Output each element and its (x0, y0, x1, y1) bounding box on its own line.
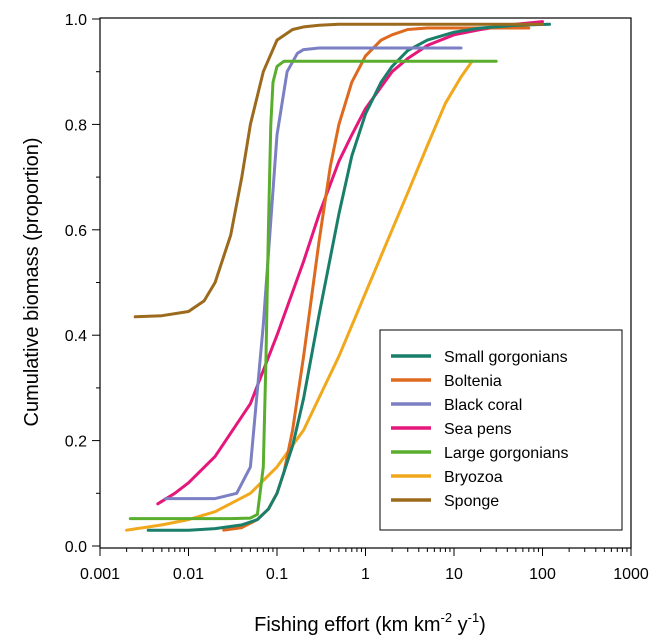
x-axis-title-main: Fishing effort (km km (254, 614, 440, 636)
series-line-sea-pens (156, 20, 544, 506)
legend-label: Sponge (444, 493, 499, 510)
y-tick-label: 0.4 (65, 328, 87, 345)
legend-label: Large gorgonians (444, 445, 569, 462)
x-tick-label: 0.1 (266, 566, 288, 583)
x-tick-label: 1 (361, 566, 370, 583)
y-tick-label: 1.0 (65, 12, 87, 29)
x-axis-title-sup2: -1 (468, 610, 480, 625)
legend: Small gorgonians Boltenia Black coral Sea p… (379, 329, 623, 531)
x-tick-label: 10 (445, 566, 463, 583)
y-axis-title: Cumulative biomass (proportion) (21, 137, 43, 426)
y-tick-label: 0.8 (65, 117, 87, 134)
x-tick-label: 1000 (613, 566, 649, 583)
series-line-sponge (133, 22, 544, 319)
axes-layer: 0.001 0.01 0.1 1 10 100 1000 0.0 0.2 0.4 0.6 0.8 1.0 (65, 12, 649, 583)
y-tick-label: 0.0 (65, 539, 87, 556)
legend-items: Small gorgonians Boltenia Black coral Sea p… (391, 349, 569, 510)
y-tick-label: 0.2 (65, 434, 87, 451)
legend-label: Small gorgonians (444, 349, 568, 366)
series-line-large-gorgonians (128, 59, 498, 521)
legend-label: Boltenia (444, 373, 502, 390)
legend-label: Black coral (444, 397, 522, 414)
series-line-bryozoa (125, 59, 474, 532)
legend-box (379, 329, 623, 531)
series-layer (125, 20, 551, 532)
y-tick-label: 0.6 (65, 223, 87, 240)
legend-label: Sea pens (444, 421, 512, 438)
x-axis-title: Fishing effort (km km-2 y-1) (254, 610, 486, 636)
x-axis-title-sup1: -2 (440, 610, 452, 625)
series-line-small-gorgonians (146, 22, 551, 532)
x-tick-label: 100 (529, 566, 556, 583)
x-axis-title-end: ) (479, 614, 486, 636)
x-axis-title-mid: y (452, 614, 468, 636)
x-tick-label: 0.001 (80, 566, 120, 583)
legend-label: Bryozoa (444, 469, 503, 486)
x-tick-label: 0.01 (173, 566, 204, 583)
